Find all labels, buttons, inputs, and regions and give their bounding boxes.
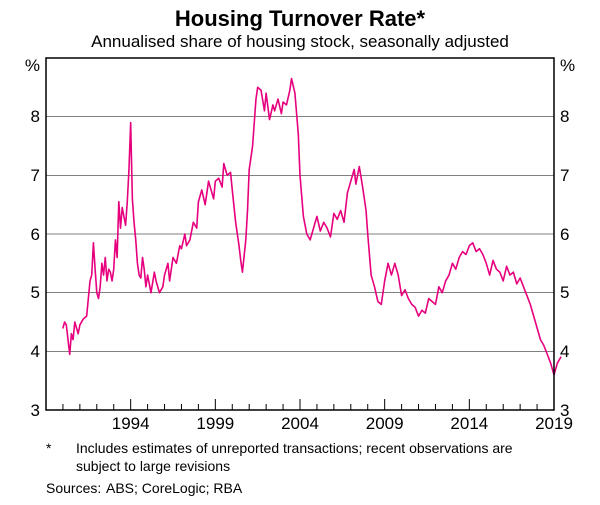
footnote: *Includes estimates of unreported transa… — [46, 440, 566, 475]
y-tick-right: 7 — [560, 166, 569, 186]
y-tick-right: 4 — [560, 342, 569, 362]
y-tick-right: 6 — [560, 225, 569, 245]
x-tick: 2004 — [270, 414, 330, 434]
x-tick: 2014 — [439, 414, 499, 434]
footnote-marker: * — [46, 440, 76, 458]
y-tick-right: 8 — [560, 107, 569, 127]
sources: Sources:ABS; CoreLogic; RBA — [46, 480, 566, 496]
y-tick-left: 6 — [0, 225, 40, 245]
x-tick: 1994 — [101, 414, 161, 434]
y-tick-left: 5 — [0, 283, 40, 303]
y-axis-unit-right: % — [560, 56, 575, 76]
y-tick-left: 7 — [0, 166, 40, 186]
x-tick: 1999 — [185, 414, 245, 434]
chart-container: Housing Turnover Rate* Annualised share … — [0, 0, 600, 505]
plot-area — [0, 0, 600, 422]
y-tick-right: 5 — [560, 283, 569, 303]
y-tick-left: 8 — [0, 107, 40, 127]
y-tick-left: 3 — [0, 401, 40, 421]
sources-text: ABS; CoreLogic; RBA — [106, 480, 242, 496]
x-tick: 2019 — [524, 414, 584, 434]
y-axis-unit-left: % — [0, 56, 40, 76]
sources-label: Sources: — [46, 480, 106, 496]
x-tick: 2009 — [355, 414, 415, 434]
footnote-text: Includes estimates of unreported transac… — [76, 440, 556, 475]
y-tick-left: 4 — [0, 342, 40, 362]
